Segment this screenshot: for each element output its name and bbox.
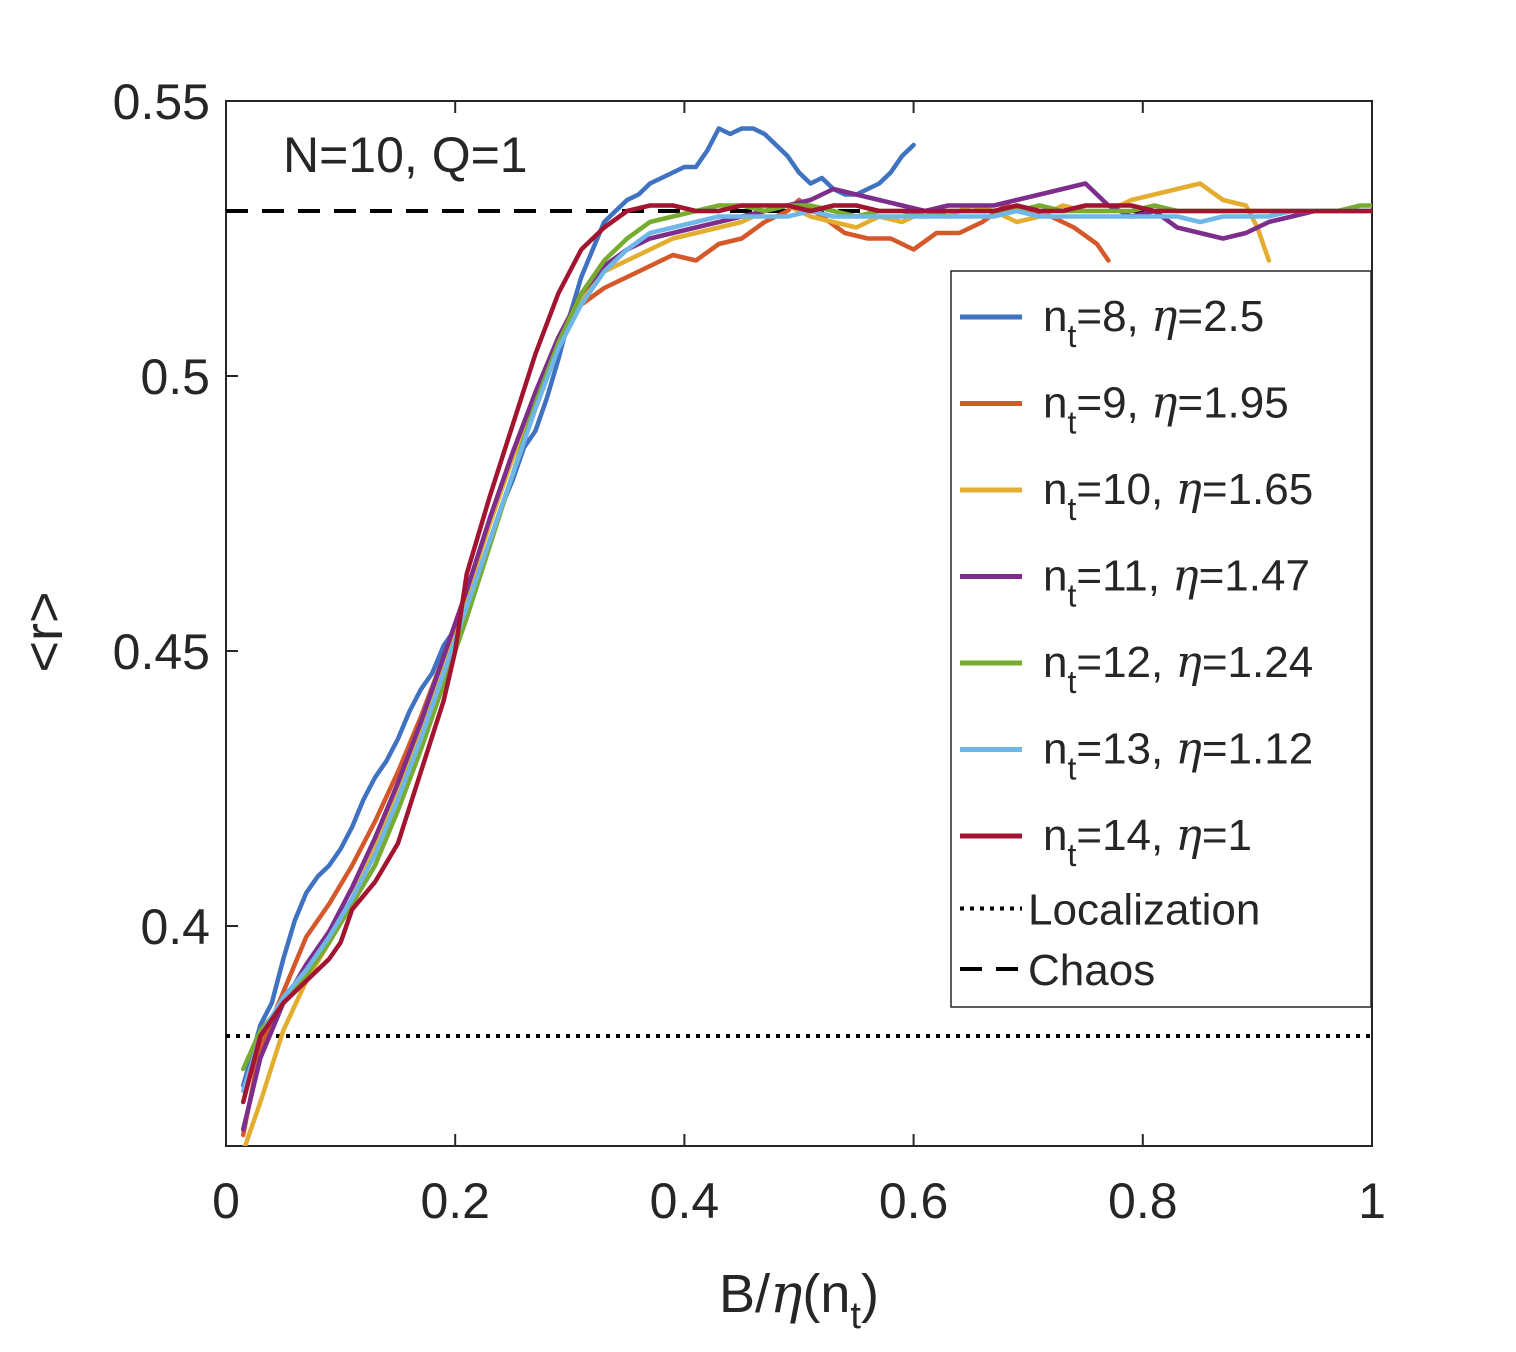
legend-label-nt10: nt=10, η=1.65 <box>1043 464 1313 527</box>
series-line-nt14 <box>240 203 1372 1105</box>
x-tick-label: 0.2 <box>420 1173 490 1229</box>
x-tick-label: 1 <box>1358 1173 1386 1229</box>
legend-label-chaos: Chaos <box>1028 946 1155 995</box>
y-tick-label: 0.55 <box>113 74 210 130</box>
y-axis: 0.4 0.45 0.5 0.55 <box>113 74 1372 955</box>
x-tick-label: 0 <box>212 1173 240 1229</box>
legend-label-nt12: nt=12, η=1.24 <box>1043 637 1313 700</box>
x-axis-title: B/η(nt) <box>719 1262 879 1337</box>
y-axis-title: <r> <box>14 591 74 672</box>
legend-label-localization: Localization <box>1028 886 1260 935</box>
legend: nt=8, η=2.5 nt=9, η=1.95 nt=10, η=1.65 nt=1… <box>950 270 1372 1008</box>
legend-label-nt14: nt=14, η=1 <box>1043 810 1252 873</box>
legend-label-nt13: nt=13, η=1.12 <box>1043 724 1313 787</box>
annotation-label: N=10, Q=1 <box>283 127 528 183</box>
x-axis: 0 0.2 0.4 0.6 0.8 1 <box>212 101 1386 1229</box>
series-line-nt11 <box>240 181 1372 1132</box>
legend-label-nt8: nt=8, η=2.5 <box>1043 291 1264 354</box>
x-tick-label: 0.8 <box>1108 1173 1178 1229</box>
x-tick-label: 0.6 <box>879 1173 949 1229</box>
series-group <box>240 126 1372 1146</box>
y-tick-label: 0.4 <box>140 899 210 955</box>
y-tick-label: 0.5 <box>140 349 210 405</box>
x-tick-label: 0.4 <box>650 1173 720 1229</box>
legend-label-nt11: nt=11, η=1.47 <box>1043 551 1310 614</box>
y-tick-label: 0.45 <box>113 624 210 680</box>
series-line-nt8 <box>240 126 916 1088</box>
series-line-nt9 <box>240 197 1111 1138</box>
legend-box <box>950 270 1372 1008</box>
legend-label-nt9: nt=9, η=1.95 <box>1043 378 1289 441</box>
